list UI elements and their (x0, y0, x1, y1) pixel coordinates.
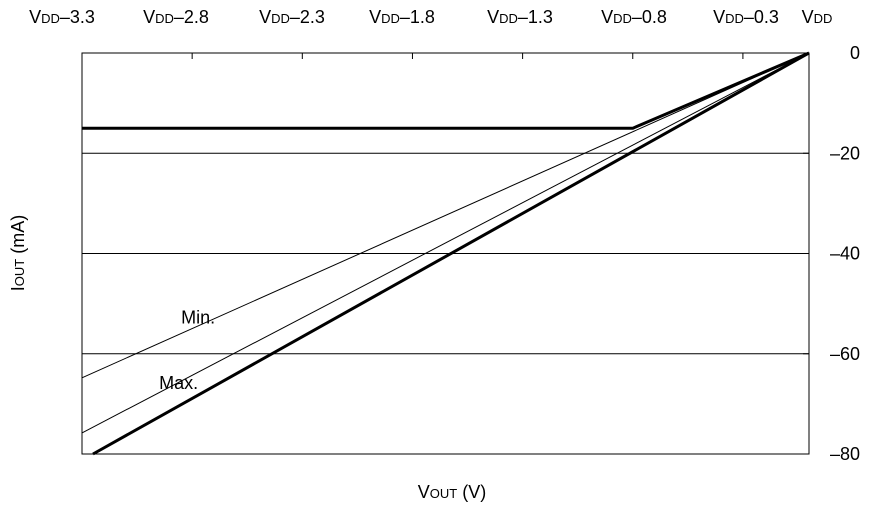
y-tick-label: –80 (830, 444, 860, 464)
series-line-max (81, 52, 810, 434)
top-tick-labels: VDD–3.3 VDD–2.8 VDD–2.3 VDD–1.8 VDD–1.3 VDD–0… (29, 7, 832, 27)
right-tick-labels: 0 –20 –40 –60 –80 (830, 43, 860, 464)
y-tick-label: –60 (830, 344, 860, 364)
y-tick-label: 0 (850, 43, 860, 63)
series-line-min (81, 52, 810, 379)
annotation-label: Min. (181, 308, 215, 328)
x-tick-label: VDD–0.8 (601, 7, 667, 27)
series-group (81, 51, 810, 456)
y-axis-title: IOUT (mA) (8, 215, 28, 291)
grid-lines (82, 152, 809, 355)
tick-marks (191, 52, 809, 455)
y-tick-label: –40 (830, 244, 860, 264)
series-line-1 (82, 51, 810, 130)
x-tick-label: VDD (802, 7, 833, 27)
x-tick-label: VDD–0.3 (713, 7, 779, 27)
annotation-label: Max. (159, 373, 198, 393)
x-tick-label: VDD–2.3 (259, 7, 325, 27)
y-tick-label: –20 (830, 143, 860, 163)
x-tick-label: VDD–1.3 (487, 7, 553, 27)
annotations: Min. Max. (159, 308, 215, 393)
series-line-2 (92, 51, 810, 456)
x-axis-title: VOUT (V) (418, 482, 486, 502)
x-tick-label: VDD–1.8 (369, 7, 435, 27)
x-tick-label: VDD–3.3 (29, 7, 95, 27)
x-tick-label: VDD–2.8 (143, 7, 209, 27)
